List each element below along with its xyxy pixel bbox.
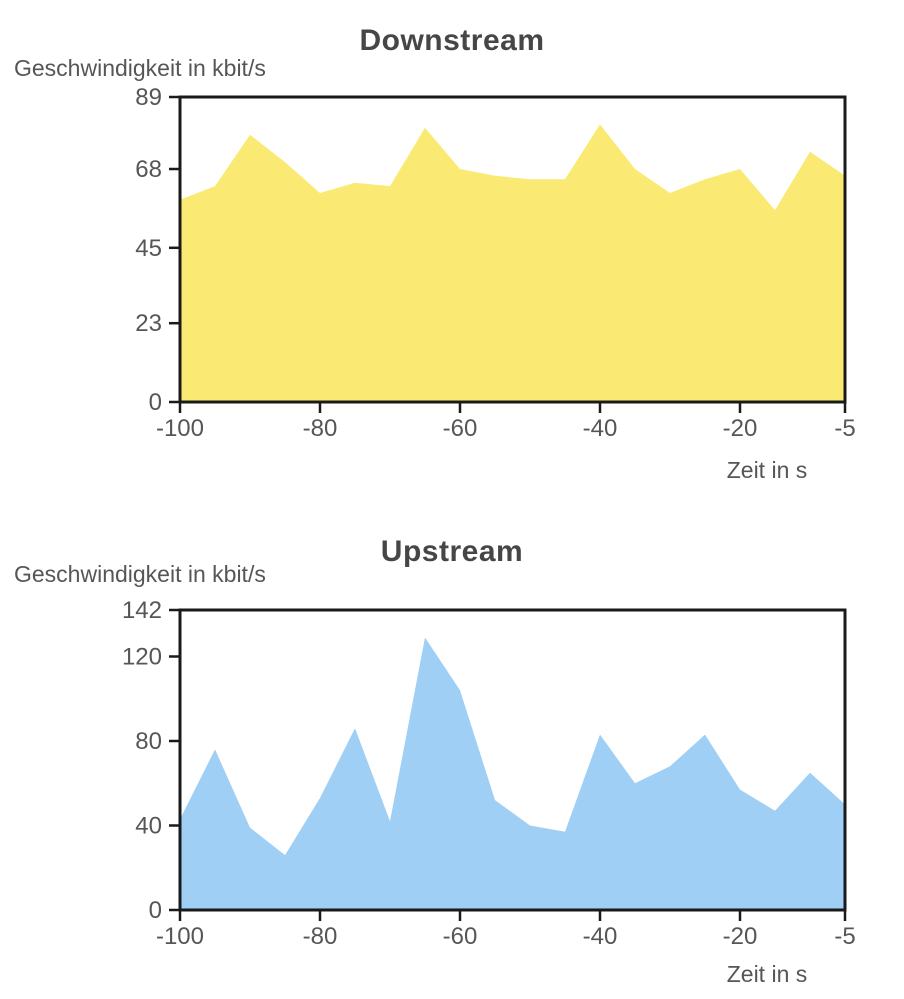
x-tick-label: -60 bbox=[443, 923, 478, 950]
x-tick-label: -20 bbox=[723, 415, 758, 442]
downstream-chart-title: Downstream bbox=[359, 24, 545, 57]
x-tick-label: -40 bbox=[583, 923, 618, 950]
downstream-area-plot: 0 23 45 68 89 -100 -80 -60 -40 -20 -5 bbox=[135, 84, 855, 442]
plot-border bbox=[178, 608, 847, 912]
y-tick-label: 68 bbox=[135, 156, 162, 183]
x-tick-label: -5 bbox=[834, 415, 855, 442]
y-tick-label: 80 bbox=[135, 728, 162, 755]
upstream-x-axis-label: Zeit in s bbox=[726, 961, 808, 987]
y-tick-label: 23 bbox=[135, 310, 162, 337]
x-tick-label: -40 bbox=[583, 415, 618, 442]
upstream-area-plot: 0 40 80 120 142 -100 -80 -60 -40 -20 -5 bbox=[122, 597, 856, 950]
downstream-area-series bbox=[180, 124, 845, 403]
x-tick-label: -80 bbox=[303, 415, 338, 442]
downstream-chart-figure: Downstream Geschwindigkeit in kbit/s 0 23… bbox=[14, 24, 856, 483]
upstream-chart-title: Upstream bbox=[380, 535, 524, 568]
y-tick-label: 0 bbox=[149, 897, 162, 924]
x-tick-label: -5 bbox=[834, 923, 855, 950]
x-tick-label: -60 bbox=[443, 415, 478, 442]
y-tick-label: 45 bbox=[135, 235, 162, 262]
y-tick-label: 89 bbox=[135, 84, 162, 111]
y-tick-label: 0 bbox=[149, 389, 162, 416]
downstream-y-axis-label: Geschwindigkeit in kbit/s bbox=[14, 55, 266, 81]
x-tick-label: -100 bbox=[156, 415, 204, 442]
upstream-y-axis-label: Geschwindigkeit in kbit/s bbox=[14, 561, 266, 587]
upstream-area-series bbox=[180, 637, 845, 910]
upstream-chart-figure: Upstream Geschwindigkeit in kbit/s 0 40 80… bbox=[0, 500, 904, 999]
y-tick-label: 40 bbox=[135, 813, 162, 840]
downstream-x-axis-label: Zeit in s bbox=[726, 457, 808, 483]
x-tick-label: -20 bbox=[723, 923, 758, 950]
y-tick-label: 142 bbox=[122, 597, 162, 624]
x-tick-label: -100 bbox=[156, 923, 204, 950]
y-tick-label: 120 bbox=[122, 644, 162, 671]
x-tick-label: -80 bbox=[303, 923, 338, 950]
plot-border bbox=[178, 95, 847, 404]
